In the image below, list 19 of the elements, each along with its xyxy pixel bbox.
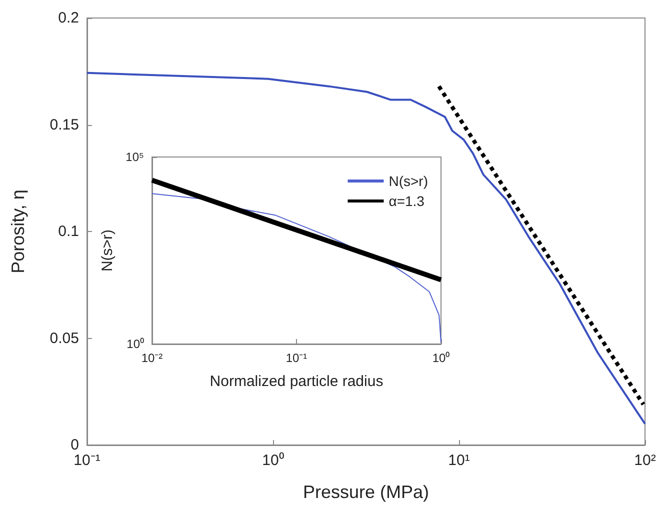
- y-tick-label: 0.15: [50, 116, 79, 134]
- x-tick-label: 10¹: [448, 452, 470, 469]
- legend-label: α=1.3: [388, 193, 425, 209]
- x-tick-label: 10⁰: [262, 452, 284, 469]
- y-tick-label: 0.2: [58, 10, 79, 26]
- y-axis-title: Porosity, η: [8, 190, 28, 274]
- legend-label: N(s>r): [388, 173, 428, 189]
- x-tick-label: 10⁰: [432, 351, 450, 365]
- y-tick-label: 0: [70, 436, 79, 454]
- y-axis-title: N(s>r): [98, 229, 116, 272]
- x-axis-title: Normalized particle radius: [210, 373, 384, 390]
- y-tick-label: 0.1: [58, 223, 79, 240]
- y-tick-label: 10⁵: [126, 150, 144, 164]
- x-tick-label: 10⁻²: [141, 351, 163, 365]
- x-tick-label: 10²: [634, 452, 656, 469]
- x-tick-label: 10⁻¹: [74, 452, 100, 469]
- x-axis-title: Pressure (MPa): [302, 482, 430, 502]
- x-tick-label: 10⁻¹: [286, 351, 308, 365]
- y-tick-label: 0.05: [50, 330, 79, 347]
